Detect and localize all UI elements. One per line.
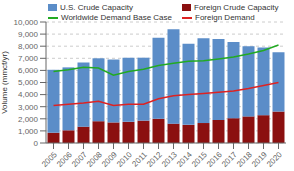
svg-text:2019: 2019 (250, 150, 269, 169)
svg-text:2015: 2015 (190, 150, 209, 169)
svg-text:9,000: 9,000 (18, 30, 39, 39)
svg-text:10,000: 10,000 (14, 18, 39, 27)
svg-text:3,000: 3,000 (18, 103, 39, 112)
svg-text:4,000: 4,000 (18, 90, 39, 99)
svg-text:6,000: 6,000 (18, 66, 39, 75)
svg-text:Volume (mmcf/yr): Volume (mmcf/yr) (8, 51, 9, 114)
svg-text:1,000: 1,000 (18, 127, 39, 136)
svg-text:2007: 2007 (70, 150, 89, 169)
svg-text:7,000: 7,000 (18, 54, 39, 63)
svg-text:2017: 2017 (220, 150, 239, 169)
svg-text:2013: 2013 (160, 150, 179, 169)
svg-text:2018: 2018 (235, 150, 254, 169)
svg-text:5,000: 5,000 (18, 78, 39, 87)
svg-text:2005: 2005 (40, 150, 59, 169)
html-text:U.S. Crude Capacity: U.S. Crude Capacity (60, 3, 133, 12)
svg-text:2010: 2010 (115, 150, 134, 169)
svg-text:2,000: 2,000 (18, 115, 39, 124)
svg-text:2020: 2020 (265, 150, 284, 169)
html-text:Foreign Crude Capacity: Foreign Crude Capacity (194, 3, 279, 12)
svg-text:2008: 2008 (85, 150, 104, 169)
html-text:Foreign Demand: Foreign Demand (195, 13, 255, 22)
svg-text:2014: 2014 (175, 150, 194, 169)
svg-text:2006: 2006 (55, 150, 74, 169)
svg-text:2009: 2009 (100, 150, 119, 169)
svg-text:2012: 2012 (145, 150, 164, 169)
svg-text:8,000: 8,000 (18, 42, 39, 51)
svg-text:2016: 2016 (205, 150, 224, 169)
svg-text:2011: 2011 (130, 150, 149, 169)
svg-text:0: 0 (34, 139, 39, 148)
html-text:Worldwide Demand Base Case: Worldwide Demand Base Case (61, 13, 172, 22)
